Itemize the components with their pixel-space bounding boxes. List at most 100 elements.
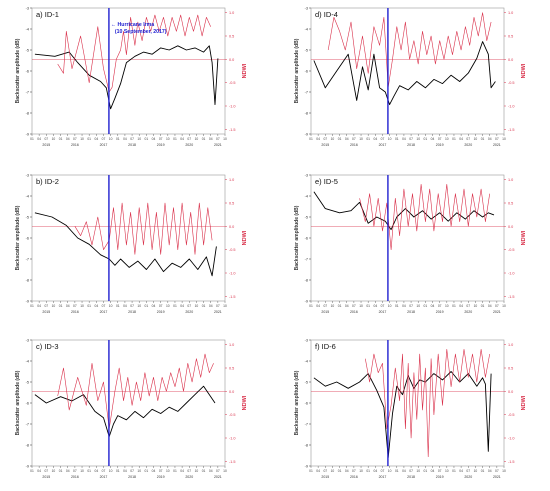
x-tick-label: 04 [123,469,127,473]
x-tick-label: 10 [109,304,113,308]
y-tick-label-left: -5 [26,216,29,220]
x-tick-label: 04 [373,304,377,308]
y-tick-label-right: 1.0 [229,11,234,15]
backscatter-series [313,191,495,231]
chart-panel: -9 -8 -7 -6 -5 -4 -3 -1.5 -1.0 -0.5 0.0 0.5 1.0 Backs… [15,174,248,315]
x-year-label: 2016 [350,143,358,147]
x-tick-label: 01 [366,137,370,141]
y-tick-label-left: -7 [26,258,29,262]
x-year-label: 2015 [42,310,50,314]
x-tick-label: 07 [187,469,191,473]
x-tick-label: 07 [438,137,442,141]
panel-label: c) ID-3 [36,342,59,351]
x-tick-label: 04 [488,137,492,141]
x-tick-label: 01 [116,304,120,308]
y-tick-label-left: -4 [26,195,29,199]
x-tick-label: 01 [481,304,485,308]
y-tick-label-left: -3 [305,7,308,11]
x-tick-label: 04 [123,304,127,308]
x-tick-label: 10 [416,469,420,473]
x-tick-label: 04 [209,469,213,473]
ndwi-series [327,12,492,88]
y-tick-label-right: 1.0 [229,343,234,347]
x-tick-label: 10 [331,469,335,473]
x-tick-label: 01 [173,304,177,308]
x-tick-label: 10 [195,469,199,473]
annotation-title: ← Hurricane Irma [111,22,154,28]
panel-label: d) ID-4 [315,10,338,19]
x-tick-label: 04 [459,137,463,141]
x-tick-label: 04 [152,469,156,473]
x-tick-label: 01 [309,469,313,473]
y-tick-label-right: -1.5 [229,460,236,464]
x-tick-label: 07 [159,137,163,141]
y-tick-label-left: -6 [26,402,29,406]
x-tick-label: 07 [216,137,220,141]
x-tick-label: 04 [488,469,492,473]
chart-panel: -9 -8 -7 -6 -5 -4 -3 -1.5 -1.0 -0.5 0.0 0.5 1.0 Backs… [294,174,527,315]
x-tick-label: 10 [359,304,363,308]
x-tick-label: 07 [44,304,48,308]
y-tick-label-left: -7 [305,91,308,95]
x-tick-label: 01 [202,304,206,308]
y-tick-label-left: -9 [26,465,29,469]
y-tick-label-right: -0.5 [508,81,515,85]
x-tick-label: 10 [223,304,227,308]
y-tick-label-left: -6 [305,237,308,241]
x-tick-label: 01 [116,469,120,473]
y-tick-label-left: -8 [26,112,29,116]
x-tick-label: 07 [73,137,77,141]
y-tick-label-left: -8 [305,444,308,448]
plot-frame [310,174,505,302]
x-tick-label: 01 [116,137,120,141]
y-tick-label-left: -5 [305,49,308,53]
y-tick-label-right: 1.0 [508,343,513,347]
y-tick-label-right: 0.0 [229,390,234,394]
x-tick-label: 10 [474,304,478,308]
panel-label: e) ID-5 [315,177,338,186]
x-tick-label: 10 [388,469,392,473]
y-axis-title-right: NDWI [242,395,248,410]
y-axis-title-right: NDWI [521,395,527,410]
x-tick-label: 01 [338,469,342,473]
x-tick-label: 07 [466,469,470,473]
x-tick-label: 01 [59,137,63,141]
x-tick-label: 04 [180,469,184,473]
x-year-label: 2018 [407,143,415,147]
y-tick-label-right: 0.0 [229,58,234,62]
x-tick-label: 10 [52,137,56,141]
x-tick-label: 10 [80,137,84,141]
x-tick-label: 10 [445,137,449,141]
x-tick-label: 07 [381,304,385,308]
x-year-label: 2018 [128,143,136,147]
x-year-label: 2016 [71,475,79,479]
x-tick-label: 07 [409,469,413,473]
backscatter-series [313,371,492,459]
x-tick-label: 04 [180,304,184,308]
backscatter-series [34,212,217,277]
x-tick-label: 10 [166,137,170,141]
x-year-label: 2021 [493,475,501,479]
x-tick-label: 04 [94,304,98,308]
x-tick-label: 01 [202,137,206,141]
x-tick-label: 01 [30,304,34,308]
y-tick-label-left: -6 [26,237,29,241]
y-tick-label-right: -1.0 [229,272,236,276]
y-tick-label-left: -9 [26,300,29,304]
x-tick-label: 07 [438,469,442,473]
x-tick-label: 01 [366,469,370,473]
y-tick-label-right: -0.5 [508,413,515,417]
x-tick-label: 04 [37,304,41,308]
y-axis-title-right: NDWI [242,63,248,78]
plot-frame [31,339,226,467]
x-tick-label: 10 [416,304,420,308]
x-tick-label: 07 [73,304,77,308]
x-tick-label: 10 [388,137,392,141]
plot-frame [310,339,505,467]
y-tick-label-left: -8 [26,279,29,283]
y-tick-label-left: -8 [305,279,308,283]
x-tick-label: 04 [66,137,70,141]
y-tick-label-left: -8 [26,444,29,448]
y-tick-label-right: -0.5 [229,81,236,85]
x-tick-label: 04 [488,304,492,308]
